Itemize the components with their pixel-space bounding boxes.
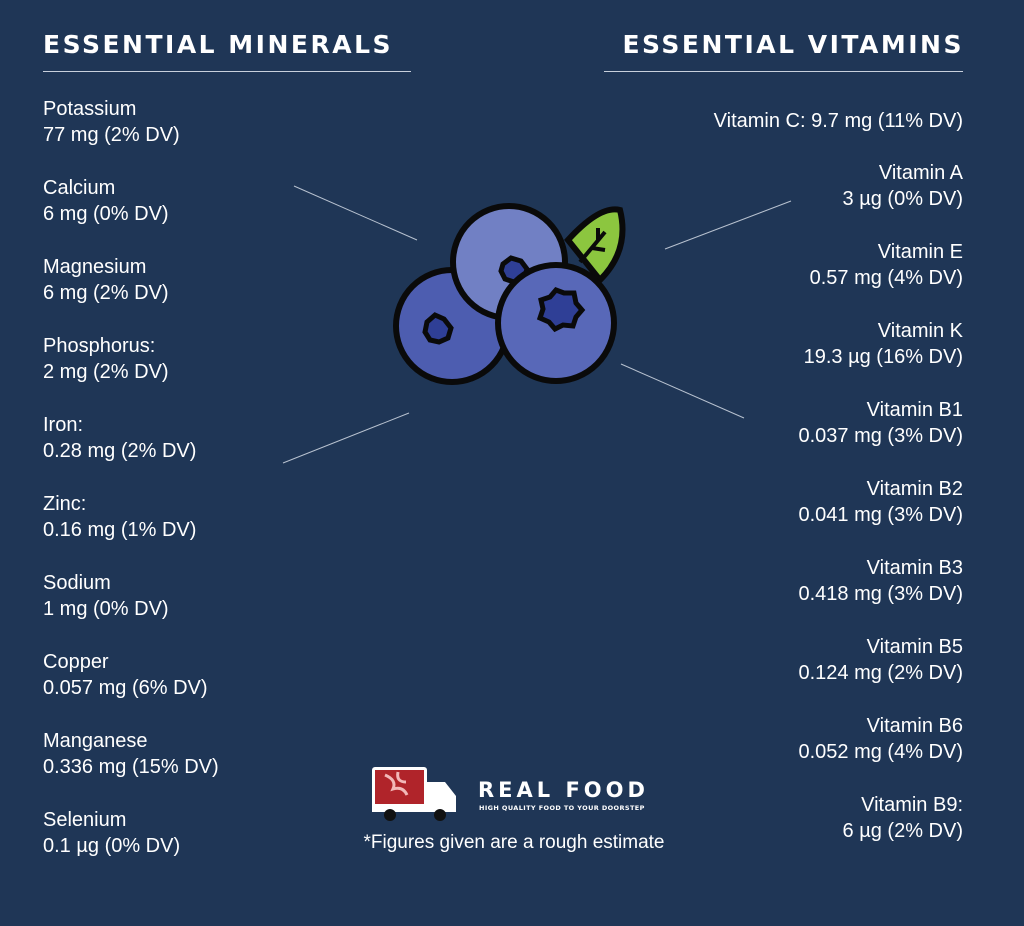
mineral-name: Selenium <box>43 809 127 831</box>
mineral-item: Selenium 0.1 µg (0% DV) <box>43 807 180 859</box>
vitamin-item: Vitamin K 19.3 µg (16% DV) <box>804 318 963 370</box>
vitamin-value: 0.041 mg (3% DV) <box>798 504 963 526</box>
mineral-value: 6 mg (0% DV) <box>43 203 169 225</box>
mineral-item: Zinc: 0.16 mg (1% DV) <box>43 491 196 543</box>
vitamin-value: 0.57 mg (4% DV) <box>809 267 963 289</box>
vitamin-value: 0.418 mg (3% DV) <box>798 583 963 605</box>
mineral-item: Magnesium 6 mg (2% DV) <box>43 254 169 306</box>
blueberry-icon <box>393 203 626 385</box>
vitamin-item: Vitamin B9: 6 µg (2% DV) <box>843 792 963 844</box>
vitamin-item: Vitamin E 0.57 mg (4% DV) <box>810 239 963 291</box>
mineral-item: Calcium 6 mg (0% DV) <box>43 175 169 227</box>
delivery-truck-logo-icon <box>372 767 456 821</box>
mineral-value: 2 mg (2% DV) <box>43 361 169 383</box>
vitamin-name: Vitamin B5 <box>866 636 963 658</box>
mineral-name: Manganese <box>43 730 148 752</box>
connector-line <box>620 363 745 419</box>
vitamin-name: Vitamin B2 <box>866 478 963 500</box>
vitamin-name: Vitamin B1 <box>866 399 963 421</box>
connector-line <box>293 185 418 241</box>
logo-name: REAL FOOD <box>478 778 649 802</box>
vitamin-name: Vitamin B3 <box>866 557 963 579</box>
mineral-value: 0.28 mg (2% DV) <box>43 440 197 462</box>
mineral-name: Zinc: <box>43 493 87 515</box>
vitamins-title: ESSENTIAL VITAMINS <box>622 30 964 59</box>
mineral-value: 0.336 mg (15% DV) <box>43 756 219 778</box>
vitamin-name: Vitamin A <box>878 162 963 184</box>
mineral-item: Potassium 77 mg (2% DV) <box>43 96 180 148</box>
mineral-name: Calcium <box>43 177 116 199</box>
vitamin-item: Vitamin B1 0.037 mg (3% DV) <box>798 397 963 449</box>
mineral-name: Phosphorus: <box>43 335 156 357</box>
mineral-item: Manganese 0.336 mg (15% DV) <box>43 728 219 780</box>
vitamins-divider <box>604 71 963 72</box>
mineral-name: Sodium <box>43 572 111 594</box>
vitamin-item: Vitamin A 3 µg (0% DV) <box>843 160 963 212</box>
connector-line <box>282 412 410 464</box>
mineral-name: Iron: <box>43 414 84 436</box>
mineral-name: Magnesium <box>43 256 147 278</box>
vitamin-item: Vitamin B2 0.041 mg (3% DV) <box>798 476 963 528</box>
minerals-divider <box>43 71 411 72</box>
vitamin-name: Vitamin K <box>877 320 963 342</box>
vitamin-item: Vitamin B3 0.418 mg (3% DV) <box>798 555 963 607</box>
vitamin-name: Vitamin B6 <box>866 715 963 737</box>
mineral-name: Potassium <box>43 98 137 120</box>
vitamin-value: 3 µg (0% DV) <box>842 188 963 210</box>
connector-line <box>664 200 792 250</box>
mineral-value: 1 mg (0% DV) <box>43 598 169 620</box>
vitamin-item: Vitamin B5 0.124 mg (2% DV) <box>798 634 963 686</box>
vitamin-value: 19.3 µg (16% DV) <box>803 346 963 368</box>
mineral-name: Copper <box>43 651 109 673</box>
mineral-value: 0.1 µg (0% DV) <box>43 835 181 857</box>
mineral-value: 77 mg (2% DV) <box>43 124 180 146</box>
mineral-item: Phosphorus: 2 mg (2% DV) <box>43 333 169 385</box>
vitamin-name: Vitamin E <box>877 241 963 263</box>
mineral-item: Sodium 1 mg (0% DV) <box>43 570 169 622</box>
mineral-value: 0.057 mg (6% DV) <box>43 677 208 699</box>
mineral-item: Copper 0.057 mg (6% DV) <box>43 649 208 701</box>
footnote: *Figures given are a rough estimate <box>363 832 665 853</box>
mineral-value: 6 mg (2% DV) <box>43 282 169 304</box>
vitamin-c: Vitamin C: 9.7 mg (11% DV) <box>714 108 963 134</box>
vitamin-item: Vitamin B6 0.052 mg (4% DV) <box>798 713 963 765</box>
vitamin-value: 0.052 mg (4% DV) <box>798 741 963 763</box>
mineral-item: Iron: 0.28 mg (2% DV) <box>43 412 196 464</box>
vitamin-value: 0.037 mg (3% DV) <box>798 425 963 447</box>
vitamin-value: 6 µg (2% DV) <box>842 820 963 842</box>
minerals-title: ESSENTIAL MINERALS <box>43 30 394 59</box>
vitamin-value: 0.124 mg (2% DV) <box>798 662 963 684</box>
logo-tagline: HIGH QUALITY FOOD TO YOUR DOORSTEP <box>479 804 645 812</box>
vitamin-name: Vitamin B9: <box>861 794 963 816</box>
mineral-value: 0.16 mg (1% DV) <box>43 519 197 541</box>
vitamin-c-text: Vitamin C: 9.7 mg (11% DV) <box>713 110 963 132</box>
